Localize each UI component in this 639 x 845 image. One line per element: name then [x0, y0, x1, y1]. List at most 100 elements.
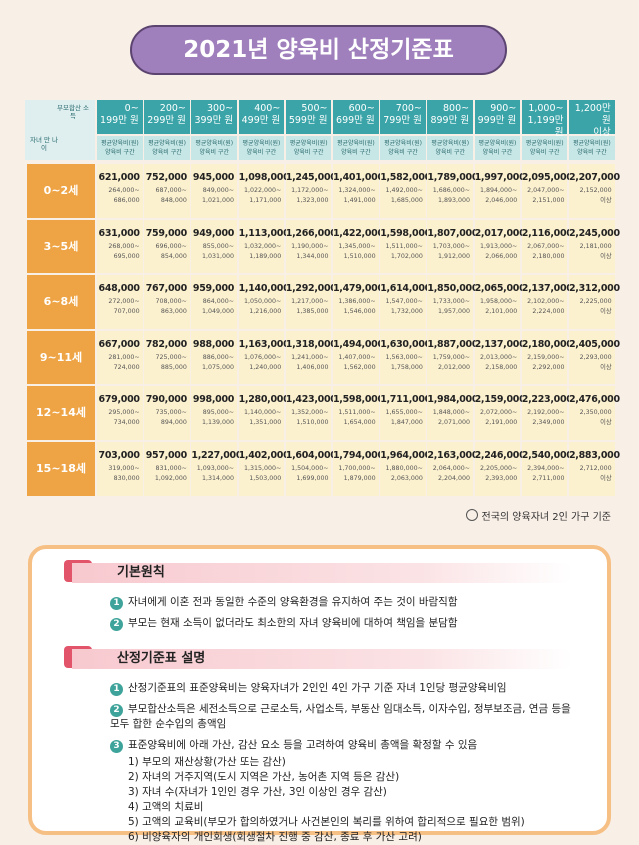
- value-cell: 959,000 864,000~ 1,049,000: [191, 275, 238, 329]
- range-low: 1,848,000~: [432, 409, 471, 417]
- range-low: 2,192,000~: [527, 409, 565, 417]
- range-high: 2,349,000: [532, 419, 565, 427]
- note-text: 전국의 양육자녀 2인 가구 기준: [481, 512, 611, 523]
- value-cell: 2,246,000 2,205,000~ 2,393,000: [474, 442, 526, 496]
- subheader-avg: 평균양육비(원): [148, 140, 186, 147]
- subheader: 평균양육비(원) 양육비 구간: [427, 136, 474, 160]
- range-high: 1,491,000: [343, 197, 376, 204]
- value-cell: 1,494,000 1,407,000~ 1,562,000: [333, 330, 384, 385]
- column-header-line: 199만 원: [100, 115, 139, 126]
- average-cost: 1,227,000: [191, 450, 243, 461]
- range-low: 1,504,000~: [291, 465, 329, 472]
- list-item: 3 표준양육비에 아래 가산, 감산 요소 등을 고려하여 양육비 총액을 확정할…: [110, 738, 580, 753]
- subheader-range: 양육비 구간: [577, 149, 607, 156]
- value-cell: 1,598,000 1,511,000~ 1,654,000: [333, 386, 384, 440]
- range-low: 1,022,000~: [243, 187, 282, 194]
- section-title: 산정기준표 설명: [72, 649, 572, 669]
- subheader-avg: 평균양육비(원): [478, 140, 517, 147]
- value-cell: 1,850,000 1,733,000~ 1,957,000: [427, 275, 479, 329]
- range-high: 707,000: [113, 308, 140, 316]
- column-header: 200~ 299만 원: [144, 100, 190, 134]
- range-low: 2,181,000: [579, 242, 612, 250]
- subheader-avg: 평균양육비(원): [336, 140, 375, 147]
- value-cell: 1,479,000 1,386,000~ 1,546,000: [333, 275, 384, 329]
- column-header: 300~ 399만 원: [191, 100, 238, 134]
- value-cell: 1,604,000 1,504,000~ 1,699,000: [285, 442, 337, 496]
- value-cell: 998,000 895,000~ 1,139,000: [191, 386, 238, 440]
- range-low: 849,000~: [202, 187, 235, 194]
- range-high: 이상: [600, 308, 612, 316]
- value-cell: 2,312,000 2,225,000 이상: [569, 275, 620, 329]
- list-item: 2 부모합산소득은 세전소득으로 근로소득, 사업소득, 부동산 임대소득, 이자…: [110, 702, 580, 732]
- range-low: 1,547,000~: [385, 298, 423, 306]
- range-low: 1,172,000~: [291, 187, 329, 194]
- range-low: 687,000~: [155, 187, 187, 194]
- range-low: 1,076,000~: [243, 353, 282, 361]
- range-high: 1,847,000: [390, 419, 423, 427]
- range-high: 2,063,000: [390, 475, 423, 482]
- value-cell: 945,000 849,000~ 1,021,000: [191, 164, 238, 218]
- subheader: 평균양육비(원) 양육비 구간: [333, 136, 379, 160]
- range-high: 이상: [600, 475, 612, 482]
- value-cell: 2,137,000 2,013,000~ 2,158,000: [474, 330, 526, 385]
- average-cost: 703,000: [98, 450, 140, 461]
- subheader-range: 양육비 구간: [246, 149, 277, 156]
- range-high: 1,893,000: [438, 197, 471, 204]
- range-high: 894,000: [160, 419, 187, 427]
- average-cost: 2,065,000: [474, 283, 526, 295]
- subheader: 평균양육비(원) 양육비 구간: [238, 136, 285, 160]
- range-low: 1,345,000~: [338, 242, 376, 250]
- subheader-range: 양육비 구간: [152, 149, 182, 156]
- subheader-range: 양육비 구간: [105, 149, 135, 156]
- sub-item: 5) 고액의 교육비(부모가 합의하였거나 사건본인의 복리를 위하여 합리적으…: [128, 816, 525, 828]
- column-header-line: 600~: [348, 103, 375, 114]
- average-cost: 1,789,000: [427, 172, 479, 183]
- range-high: 1,189,000: [249, 252, 282, 260]
- average-cost: 1,614,000: [380, 283, 431, 295]
- subheader: 평균양육비(원) 양육비 구간: [144, 136, 190, 160]
- item-text: 산정기준표의 표준양육비는 양육자녀가 2인인 4인 가구 기준 자녀 1인당 …: [128, 682, 507, 694]
- range-high: 1,957,000: [438, 308, 471, 316]
- column-header-line: 1,199만 원: [527, 115, 564, 138]
- subheader-range: 양육비 구간: [435, 149, 465, 156]
- range-low: 2,350,000: [579, 409, 612, 417]
- value-cell: 1,098,000 1,022,000~ 1,171,000: [238, 164, 290, 218]
- average-cost: 621,000: [98, 172, 140, 183]
- range-high: 1,546,000: [343, 308, 376, 316]
- average-cost: 1,711,000: [380, 394, 431, 406]
- value-cell: 1,280,000 1,140,000~ 1,351,000: [238, 386, 290, 440]
- range-low: 2,072,000~: [479, 409, 518, 417]
- column-header-line: 900~: [490, 103, 517, 114]
- range-high: 1,021,000: [202, 197, 235, 204]
- range-low: 1,655,000~: [385, 409, 423, 417]
- sub-item: 2) 자녀의 거주지역(도시 지역은 가산, 농어촌 지역 등은 감산): [128, 771, 400, 783]
- range-high: 1,031,000: [202, 252, 235, 260]
- subheader-avg: 평균양육비(원): [242, 140, 281, 147]
- title: 2021년 양육비 산정기준표: [130, 25, 507, 75]
- column-header-line: 499만 원: [241, 115, 281, 126]
- average-cost: 667,000: [98, 338, 140, 350]
- range-high: 1,879,000: [343, 475, 376, 482]
- column-header-line: 999만 원: [477, 115, 517, 126]
- value-cell: 2,137,000 2,102,000~ 2,224,000: [521, 275, 573, 329]
- range-low: 1,386,000~: [338, 298, 376, 306]
- range-high: 1,171,000: [249, 197, 282, 204]
- subheader-avg: 평균양육비(원): [384, 140, 422, 147]
- average-cost: 1,850,000: [427, 283, 479, 295]
- column-header-line: 699만 원: [336, 115, 375, 126]
- range-low: 1,913,000~: [479, 242, 518, 250]
- sub-item: 3) 자녀 수(자녀가 1인인 경우 가산, 3인 이상인 경우 감산): [128, 786, 387, 798]
- item-number: 1: [110, 597, 123, 610]
- value-cell: 667,000 281,000~ 724,000: [97, 330, 143, 385]
- value-cell: 1,227,000 1,093,000~ 1,314,000: [191, 442, 243, 496]
- average-cost: 2,246,000: [474, 450, 526, 461]
- item-number: 3: [110, 740, 123, 753]
- value-cell: 752,000 687,000~ 848,000: [144, 164, 190, 218]
- average-cost: 1,479,000: [333, 283, 384, 295]
- range-high: 695,000: [113, 252, 140, 260]
- range-high: 724,000: [113, 363, 140, 371]
- average-cost: 1,401,000: [333, 172, 384, 183]
- range-low: 2,394,000~: [527, 465, 565, 472]
- range-low: 696,000~: [155, 242, 187, 250]
- value-cell: 1,113,000 1,032,000~ 1,189,000: [238, 219, 290, 274]
